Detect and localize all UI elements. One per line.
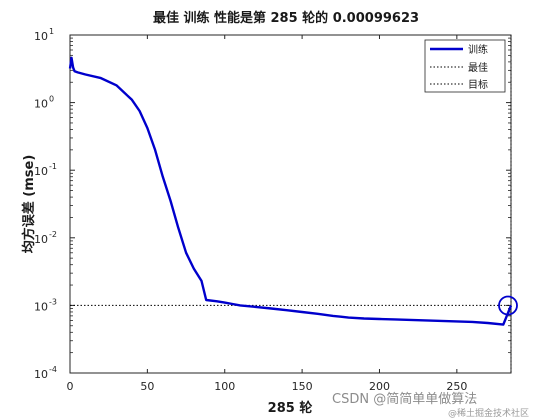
x-tick-label: 250 [446, 380, 467, 393]
y-tick-exponent: -4 [49, 365, 57, 374]
y-tick-label: 10 [34, 30, 48, 43]
legend-best-label: 最佳 [468, 61, 488, 74]
train-series-line [68, 56, 513, 326]
y-tick-exponent: -2 [49, 230, 57, 239]
legend: 训练 最佳 目标 [424, 39, 506, 93]
x-axis-ticks: 0 50 100 150 200 250 [67, 35, 467, 393]
best-point-marker [498, 295, 518, 316]
x-tick-label: 200 [369, 380, 390, 393]
legend-train-label: 训练 [468, 43, 488, 56]
y-tick-label: 10 [34, 368, 48, 381]
x-axis-label: 285 轮 [268, 400, 313, 416]
y-tick-exponent: -3 [49, 297, 57, 306]
chart-title: 最佳 训练 性能是第 285 轮的 0.00099623 [153, 10, 419, 26]
watermark-csdn: CSDN @简简单单做算法 [332, 391, 477, 407]
y-tick-exponent: 1 [49, 27, 54, 36]
x-tick-label: 100 [214, 380, 235, 393]
y-tick-exponent: -1 [49, 162, 57, 171]
y-tick-exponent: 0 [49, 95, 54, 104]
y-tick-label: 10 [34, 98, 48, 111]
y-tick-label: 10 [34, 300, 48, 313]
y-tick-label: 10 [34, 233, 48, 246]
y-axis-label: 均方误差 (mse) [21, 155, 37, 254]
x-tick-label: 50 [140, 380, 154, 393]
x-tick-label: 150 [292, 380, 313, 393]
legend-goal-label: 目标 [468, 79, 488, 91]
y-tick-label: 10 [34, 165, 48, 178]
x-tick-label: 0 [67, 380, 74, 393]
watermark-juejin: @稀土掘金技术社区 [448, 407, 529, 419]
